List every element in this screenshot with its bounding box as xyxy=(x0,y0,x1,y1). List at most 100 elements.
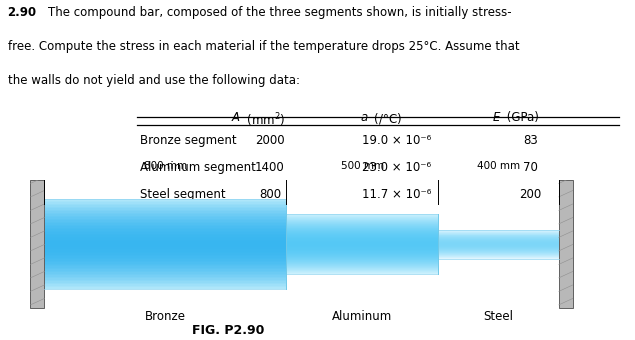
Bar xyxy=(286,216,438,217)
Text: free. Compute the stress in each material if the temperature drops 25°C. Assume : free. Compute the stress in each materia… xyxy=(8,40,519,53)
Bar xyxy=(438,239,559,240)
Text: FIG. P2.90: FIG. P2.90 xyxy=(192,324,265,337)
Bar xyxy=(44,229,286,231)
Bar xyxy=(44,238,286,240)
Bar xyxy=(438,230,559,231)
Text: Aluminum: Aluminum xyxy=(332,310,392,323)
Bar xyxy=(44,262,286,264)
Text: 200: 200 xyxy=(519,188,542,202)
Bar xyxy=(44,237,286,238)
Bar xyxy=(44,253,286,255)
Bar xyxy=(438,256,559,257)
Bar xyxy=(286,257,438,258)
Text: 23.0 × 10⁻⁶: 23.0 × 10⁻⁶ xyxy=(363,161,431,174)
Bar xyxy=(44,277,286,278)
Bar xyxy=(438,242,559,243)
Bar xyxy=(44,257,286,259)
Text: 1400: 1400 xyxy=(255,161,284,174)
Bar xyxy=(286,252,438,253)
Text: 500 mm: 500 mm xyxy=(340,160,384,171)
Bar xyxy=(286,272,438,273)
Bar xyxy=(286,239,438,240)
Bar xyxy=(44,265,286,267)
Bar xyxy=(44,219,286,220)
Text: 400 mm: 400 mm xyxy=(477,160,520,171)
Bar xyxy=(44,271,286,272)
Bar xyxy=(44,287,286,289)
Text: the walls do not yield and use the following data:: the walls do not yield and use the follo… xyxy=(8,74,300,87)
Bar xyxy=(438,241,559,242)
Bar xyxy=(286,269,438,270)
Bar xyxy=(44,210,286,211)
Text: The compound bar, composed of the three segments shown, is initially stress-: The compound bar, composed of the three … xyxy=(48,6,511,19)
Text: $a$: $a$ xyxy=(360,112,368,124)
Bar xyxy=(286,220,438,221)
Bar xyxy=(44,264,286,265)
Text: 83: 83 xyxy=(523,134,538,147)
Bar xyxy=(438,235,559,236)
Bar xyxy=(44,214,286,216)
Bar xyxy=(44,283,286,284)
Bar xyxy=(44,199,286,201)
Bar xyxy=(44,208,286,210)
Bar xyxy=(438,253,559,254)
Bar xyxy=(438,245,559,246)
Bar xyxy=(44,251,286,253)
Bar xyxy=(44,254,286,256)
Bar xyxy=(286,224,438,225)
Bar xyxy=(286,222,438,223)
Bar xyxy=(44,259,286,260)
Text: 2000: 2000 xyxy=(255,134,284,147)
Bar xyxy=(44,274,286,275)
Bar xyxy=(44,211,286,213)
Text: $A$: $A$ xyxy=(231,112,241,124)
Bar xyxy=(44,244,286,245)
Bar xyxy=(286,218,438,219)
Bar xyxy=(44,260,286,262)
Bar xyxy=(286,253,438,254)
Bar xyxy=(438,234,559,235)
Bar xyxy=(44,220,286,222)
Bar xyxy=(44,281,286,283)
Bar xyxy=(286,226,438,227)
Bar xyxy=(44,268,286,270)
Bar xyxy=(438,238,559,239)
Bar xyxy=(438,234,559,235)
Bar xyxy=(44,223,286,225)
Bar xyxy=(438,242,559,243)
Bar xyxy=(438,247,559,248)
Bar xyxy=(44,205,286,207)
Bar xyxy=(44,284,286,286)
Bar xyxy=(44,201,286,202)
Bar xyxy=(286,259,438,260)
Bar xyxy=(438,255,559,256)
Bar xyxy=(438,243,559,244)
Bar xyxy=(44,266,286,268)
Bar xyxy=(286,223,438,224)
Bar xyxy=(286,230,438,231)
Bar xyxy=(44,269,286,271)
Bar xyxy=(286,255,438,256)
Bar xyxy=(438,233,559,234)
Bar xyxy=(286,271,438,272)
Bar xyxy=(286,244,438,245)
Bar xyxy=(286,264,438,266)
Bar xyxy=(286,231,438,232)
Bar xyxy=(44,234,286,235)
Bar xyxy=(286,258,438,259)
Bar xyxy=(44,207,286,208)
Bar xyxy=(286,260,438,261)
Bar xyxy=(286,265,438,266)
Bar xyxy=(286,229,438,230)
Bar xyxy=(286,245,438,246)
Text: 11.7 × 10⁻⁶: 11.7 × 10⁻⁶ xyxy=(362,188,432,202)
Bar xyxy=(438,247,559,248)
Text: Aluminum segment: Aluminum segment xyxy=(140,161,255,174)
Bar xyxy=(438,246,559,247)
Bar xyxy=(286,233,438,234)
Bar xyxy=(286,242,438,243)
Bar xyxy=(44,286,286,287)
Bar xyxy=(44,235,286,237)
Text: 800: 800 xyxy=(259,188,281,202)
Bar xyxy=(286,214,438,215)
